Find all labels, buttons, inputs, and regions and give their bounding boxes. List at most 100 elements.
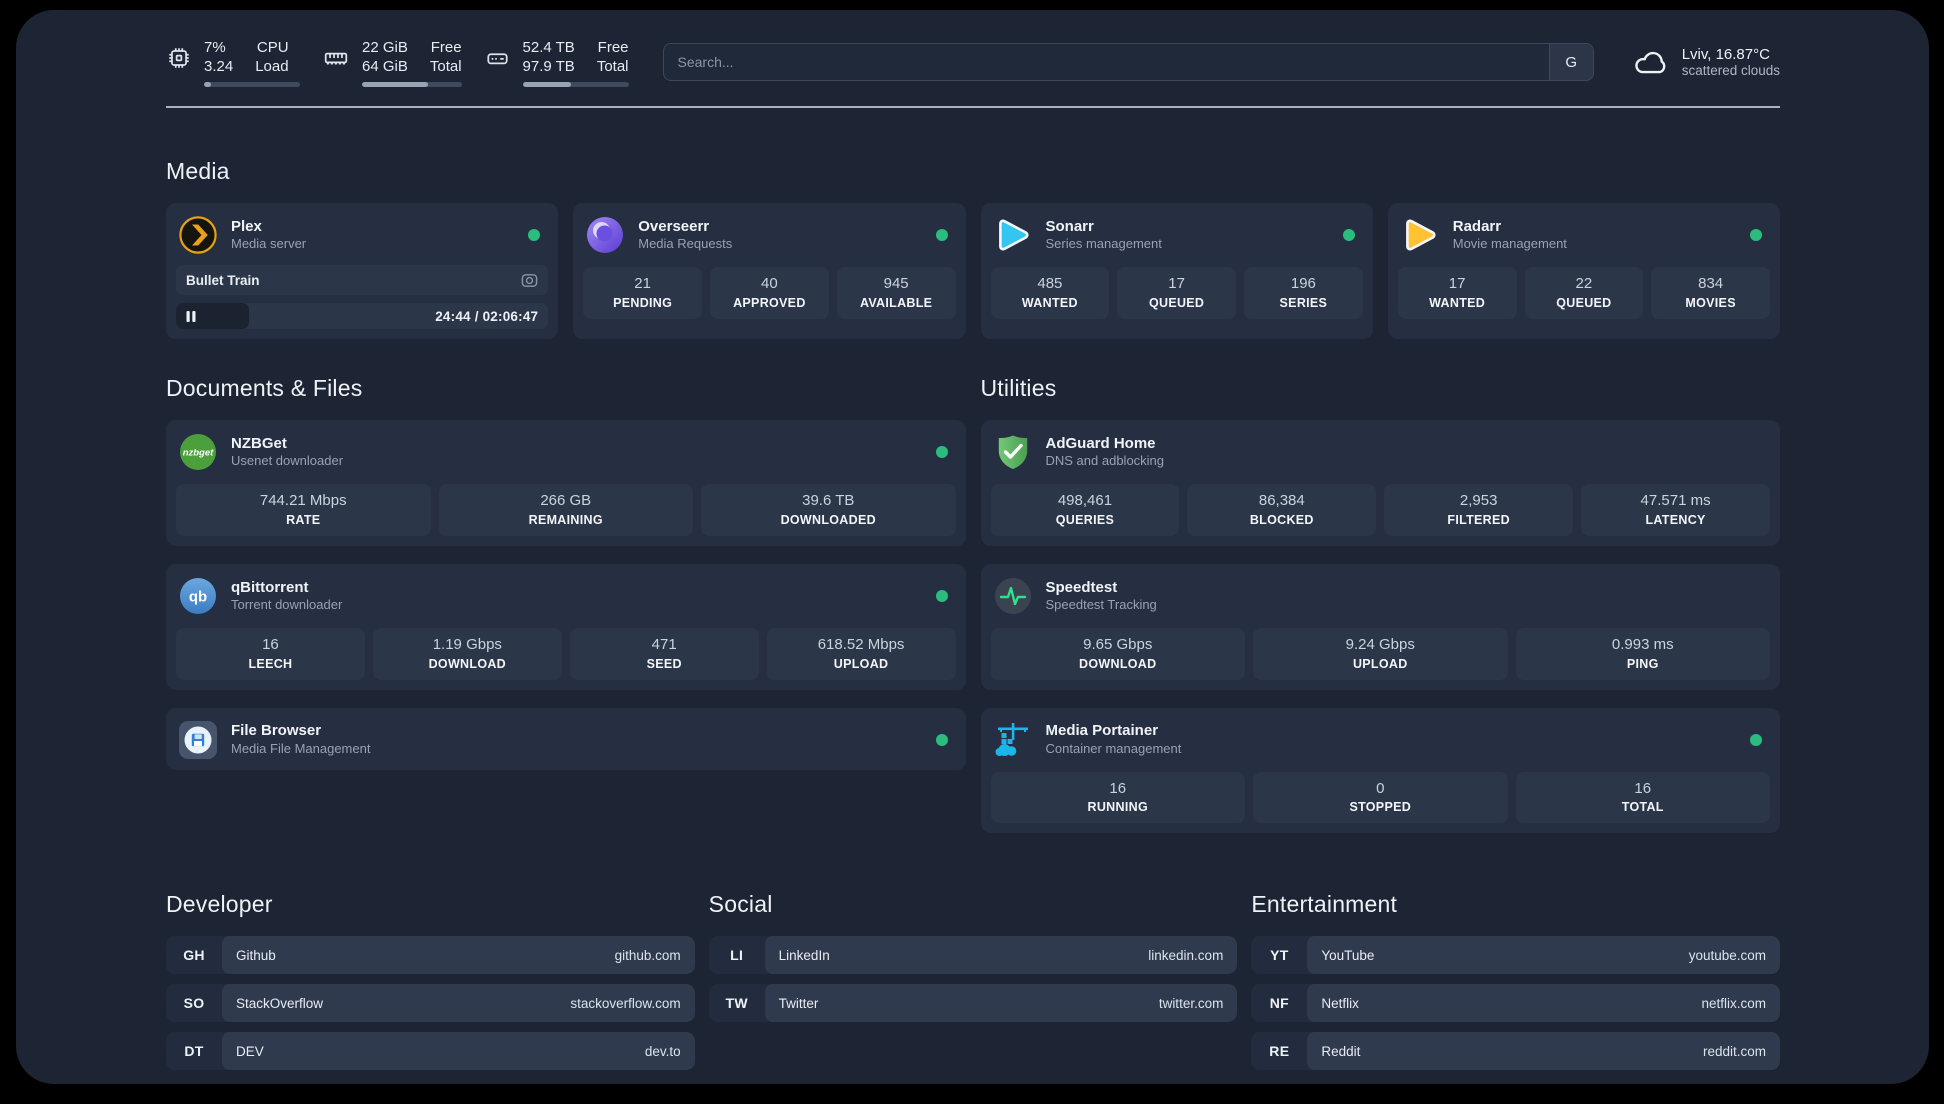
overseerr-icon bbox=[585, 215, 625, 255]
stat-label: DOWNLOAD bbox=[1079, 656, 1157, 671]
system-stat-numbers: 22 GiB 64 GiB bbox=[362, 38, 408, 77]
app-card-media-portainer[interactable]: Media Portainer Container management 16 RUN… bbox=[980, 707, 1780, 834]
bookmark-abbr: GH bbox=[183, 947, 205, 964]
bookmark-rows: GH Github github.com SO StackOverflow stackov… bbox=[166, 936, 695, 1071]
stat-label: TOTAL bbox=[1621, 800, 1664, 815]
system-stat-numbers: 7% 3.24 bbox=[204, 38, 233, 77]
stat-box-approved: 40 APPROVED bbox=[710, 267, 829, 319]
bookmark-abbr: RE bbox=[1269, 1043, 1290, 1060]
bookmark-row-github[interactable]: GH Github github.com bbox=[166, 936, 695, 975]
app-card-overseerr[interactable]: Overseerr Media Requests 21 PENDING 40 APPROV… bbox=[573, 203, 966, 339]
bookmark-abbr: TW bbox=[725, 995, 748, 1012]
stat-box-download: 9.65 Gbps DOWNLOAD bbox=[990, 627, 1245, 680]
status-online-dot bbox=[528, 229, 541, 241]
status-online-dot bbox=[1750, 733, 1762, 746]
stat-box-available: 945 AVAILABLE bbox=[836, 267, 956, 319]
status-online-dot bbox=[935, 446, 948, 458]
app-stats-row: 744.21 Mbps RATE 266 GB REMAINING 39.6 TB DOW… bbox=[176, 484, 956, 536]
bookmark-abbr: LI bbox=[730, 947, 744, 964]
app-name: qBittorrent bbox=[231, 578, 309, 596]
bookmark-row-linkedin[interactable]: LI LinkedIn linkedin.com bbox=[708, 936, 1238, 975]
app-card-header: File Browser Media File Management bbox=[176, 718, 956, 760]
app-card-header: Media Portainer Container management bbox=[991, 718, 1771, 760]
bookmark-row-netflix[interactable]: NF Netflix netflix.com bbox=[1251, 984, 1780, 1023]
app-name: Sonarr bbox=[1045, 217, 1094, 235]
playback-progress-fill bbox=[176, 303, 249, 329]
stat-label: FILTERED bbox=[1447, 512, 1510, 527]
section-title-social: Social bbox=[708, 891, 773, 918]
bookmark-section-entertainment: Entertainment YT YouTube youtube.com NF Netfl… bbox=[1251, 891, 1780, 1071]
bookmark-field: Github github.com bbox=[222, 936, 695, 975]
stat-label-bottom: Total bbox=[429, 58, 462, 75]
system-stat-body: 52.4 TB 97.9 TB Free Total bbox=[522, 38, 629, 87]
stat-label: AVAILABLE bbox=[859, 295, 933, 310]
app-description: Series management bbox=[1045, 236, 1162, 252]
stat-value: 9.65 Gbps bbox=[1083, 635, 1153, 653]
bookmark-row-stackoverflow[interactable]: SO StackOverflow stackoverflow.com bbox=[166, 984, 695, 1023]
weather-location: Lviv, 16.87°C bbox=[1681, 46, 1770, 63]
bookmark-row-reddit[interactable]: RE Reddit reddit.com bbox=[1251, 1032, 1780, 1071]
bookmark-rows: LI LinkedIn linkedin.com TW Twitter twitter.c… bbox=[708, 936, 1238, 1023]
app-card-plex[interactable]: Plex Media server Bullet Train 24:44 / 02:… bbox=[166, 203, 559, 339]
app-card-adguard-home[interactable]: AdGuard Home DNS and adblocking 498,461 QUE… bbox=[980, 420, 1780, 546]
bookmark-name: Netflix bbox=[1321, 995, 1359, 1011]
app-description: Media server bbox=[231, 236, 307, 252]
nzbget-icon: nzbget bbox=[178, 432, 218, 472]
stat-label-bottom: Load bbox=[255, 58, 289, 75]
bookmark-field: DEV dev.to bbox=[222, 1032, 695, 1071]
app-card-header: Sonarr Series management bbox=[991, 213, 1363, 255]
video-icon bbox=[521, 272, 538, 289]
app-card-nzbget[interactable]: nzbget NZBGet Usenet downloader 744.21 Mbps… bbox=[166, 420, 966, 546]
app-card-qbittorrent[interactable]: qb qBittorrent Torrent downloader 16 LEECH 1.… bbox=[166, 563, 966, 690]
search-input[interactable] bbox=[663, 44, 1549, 80]
stat-value: 17 bbox=[1448, 275, 1466, 292]
stat-value: 16 bbox=[262, 635, 279, 653]
bookmark-row-dev[interactable]: DT DEV dev.to bbox=[166, 1032, 695, 1071]
stat-label: UPLOAD bbox=[833, 656, 889, 671]
stat-box-ping: 0.993 ms PING bbox=[1515, 627, 1770, 680]
stat-box-remaining: 266 GB REMAINING bbox=[438, 484, 693, 536]
stat-value-bottom: 3.24 bbox=[204, 58, 234, 75]
stat-label: LATENCY bbox=[1645, 512, 1706, 527]
svg-text:qb: qb bbox=[189, 588, 207, 605]
search-engine-button[interactable]: G bbox=[1548, 44, 1593, 80]
app-titles: Overseerr Media Requests bbox=[638, 217, 732, 253]
stat-box-wanted: 485 WANTED bbox=[990, 267, 1110, 319]
stat-value: 498,461 bbox=[1057, 492, 1113, 509]
bookmark-url: stackoverflow.com bbox=[570, 995, 681, 1011]
svg-text:nzbget: nzbget bbox=[183, 448, 214, 459]
stat-box-pending: 21 PENDING bbox=[583, 267, 702, 319]
stat-value: 47.571 ms bbox=[1640, 492, 1711, 509]
system-stat-body: 22 GiB 64 GiB Free Total bbox=[362, 38, 462, 87]
app-description: Usenet downloader bbox=[231, 453, 344, 469]
cpu-icon bbox=[166, 45, 192, 71]
stat-label: SEED bbox=[646, 656, 682, 671]
bookmark-row-twitter[interactable]: TW Twitter twitter.com bbox=[708, 984, 1238, 1023]
app-name: Speedtest bbox=[1045, 578, 1118, 596]
app-card-sonarr[interactable]: Sonarr Series management 485 WANTED 17 QUEUED… bbox=[980, 203, 1373, 339]
cloud-icon bbox=[1632, 46, 1670, 78]
app-description: Movie management bbox=[1452, 236, 1567, 252]
now-playing-title: Bullet Train bbox=[186, 272, 260, 288]
section-media: Media Plex Media server Bullet Train 24:44… bbox=[166, 158, 1780, 339]
bookmark-field: Reddit reddit.com bbox=[1307, 1032, 1780, 1071]
section-title-entertainment: Entertainment bbox=[1251, 891, 1398, 918]
media-portainer-icon bbox=[993, 720, 1033, 760]
stat-value: 471 bbox=[651, 635, 677, 653]
app-card-radarr[interactable]: Radarr Movie management 17 WANTED 22 QUEUED 83… bbox=[1387, 203, 1780, 339]
stat-value: 21 bbox=[634, 275, 651, 292]
app-card-file-browser[interactable]: File Browser Media File Management bbox=[166, 707, 966, 770]
status-online-dot bbox=[1342, 229, 1355, 241]
stat-value: 40 bbox=[761, 275, 778, 292]
playback-time: 24:44 / 02:06:47 bbox=[435, 308, 539, 324]
section-title-media: Media bbox=[166, 158, 230, 184]
app-card-speedtest[interactable]: Speedtest Speedtest Tracking 9.65 Gbps DOWN… bbox=[980, 563, 1780, 690]
status-online-dot bbox=[935, 589, 948, 602]
bookmark-url: linkedin.com bbox=[1148, 947, 1224, 963]
app-description: Media File Management bbox=[231, 740, 371, 756]
bookmark-row-youtube[interactable]: YT YouTube youtube.com bbox=[1251, 936, 1780, 975]
app-titles: Sonarr Series management bbox=[1046, 217, 1162, 253]
stat-box-total: 16 TOTAL bbox=[1515, 771, 1770, 824]
header-divider bbox=[166, 106, 1780, 108]
stat-label-top: Free bbox=[597, 38, 629, 56]
